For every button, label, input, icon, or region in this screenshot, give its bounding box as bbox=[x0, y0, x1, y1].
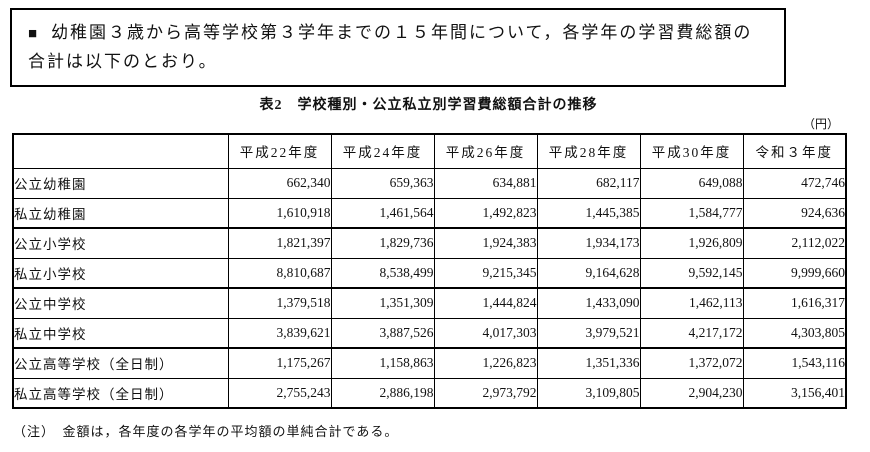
cell-value: 649,088 bbox=[639, 167, 744, 199]
cell-value: 1,924,383 bbox=[433, 227, 538, 259]
cell-value: 1,610,918 bbox=[227, 197, 332, 229]
table-row-public-elementary: 公立小学校 1,821,397 1,829,736 1,924,383 1,93… bbox=[12, 227, 847, 259]
cell-value: 4,303,805 bbox=[742, 317, 847, 349]
row-label: 公立幼稚園 bbox=[12, 167, 229, 199]
cell-value: 3,156,401 bbox=[742, 377, 847, 409]
cell-value: 4,217,172 bbox=[639, 317, 744, 349]
row-label: 公立中学校 bbox=[12, 287, 229, 319]
cell-value: 1,445,385 bbox=[536, 197, 641, 229]
cell-value: 3,109,805 bbox=[536, 377, 641, 409]
column-header-r3: 令和３年度 bbox=[742, 133, 847, 169]
cell-value: 1,351,309 bbox=[330, 287, 435, 319]
row-label: 私立小学校 bbox=[12, 257, 229, 289]
cell-value: 682,117 bbox=[536, 167, 641, 199]
cell-value: 1,543,116 bbox=[742, 347, 847, 379]
cell-value: 1,462,113 bbox=[639, 287, 744, 319]
table-header-row: 平成22年度 平成24年度 平成26年度 平成28年度 平成30年度 令和３年度 bbox=[12, 133, 847, 169]
table-row-public-kindergarten: 公立幼稚園 662,340 659,363 634,881 682,117 64… bbox=[12, 167, 847, 199]
cell-value: 924,636 bbox=[742, 197, 847, 229]
cell-value: 8,810,687 bbox=[227, 257, 332, 289]
cell-value: 3,887,526 bbox=[330, 317, 435, 349]
cell-value: 1,226,823 bbox=[433, 347, 538, 379]
column-header-h30: 平成30年度 bbox=[639, 133, 744, 169]
cell-value: 1,926,809 bbox=[639, 227, 744, 259]
cell-value: 9,999,660 bbox=[742, 257, 847, 289]
cell-value: 2,886,198 bbox=[330, 377, 435, 409]
row-label: 公立小学校 bbox=[12, 227, 229, 259]
cell-value: 1,379,518 bbox=[227, 287, 332, 319]
column-header-h26: 平成26年度 bbox=[433, 133, 538, 169]
cell-value: 1,175,267 bbox=[227, 347, 332, 379]
row-label: 私立高等学校（全日制） bbox=[12, 377, 229, 409]
cell-value: 1,821,397 bbox=[227, 227, 332, 259]
cell-value: 2,904,230 bbox=[639, 377, 744, 409]
notice-text: 幼稚園３歳から高等学校第３学年までの１５年間について，各学年の学習費総額の合計は… bbox=[28, 23, 753, 71]
table-row-private-elementary: 私立小学校 8,810,687 8,538,499 9,215,345 9,16… bbox=[12, 257, 847, 289]
row-label: 私立中学校 bbox=[12, 317, 229, 349]
cell-value: 2,112,022 bbox=[742, 227, 847, 259]
cell-value: 1,433,090 bbox=[536, 287, 641, 319]
cell-value: 1,492,823 bbox=[433, 197, 538, 229]
cost-table: 平成22年度 平成24年度 平成26年度 平成28年度 平成30年度 令和３年度… bbox=[12, 133, 847, 409]
cell-value: 3,979,521 bbox=[536, 317, 641, 349]
column-header-blank bbox=[12, 133, 229, 169]
bullet-square-icon: ■ bbox=[28, 26, 38, 42]
cell-value: 472,746 bbox=[742, 167, 847, 199]
unit-label: （円） bbox=[802, 117, 839, 131]
cell-value: 4,017,303 bbox=[433, 317, 538, 349]
footnote: （注） 金額は，各年度の各学年の平均額の単純合計である。 bbox=[13, 424, 399, 439]
table-row-private-juniorhigh: 私立中学校 3,839,621 3,887,526 4,017,303 3,97… bbox=[12, 317, 847, 349]
table-row-public-juniorhigh: 公立中学校 1,379,518 1,351,309 1,444,824 1,43… bbox=[12, 287, 847, 319]
cell-value: 9,164,628 bbox=[536, 257, 641, 289]
cell-value: 3,839,621 bbox=[227, 317, 332, 349]
cell-value: 1,829,736 bbox=[330, 227, 435, 259]
cell-value: 1,444,824 bbox=[433, 287, 538, 319]
row-label: 私立幼稚園 bbox=[12, 197, 229, 229]
cell-value: 8,538,499 bbox=[330, 257, 435, 289]
table-row-private-highschool: 私立高等学校（全日制） 2,755,243 2,886,198 2,973,79… bbox=[12, 377, 847, 409]
cell-value: 1,372,072 bbox=[639, 347, 744, 379]
cell-value: 1,351,336 bbox=[536, 347, 641, 379]
cell-value: 2,755,243 bbox=[227, 377, 332, 409]
cell-value: 1,616,317 bbox=[742, 287, 847, 319]
table-row-public-highschool: 公立高等学校（全日制） 1,175,267 1,158,863 1,226,82… bbox=[12, 347, 847, 379]
cell-value: 1,461,564 bbox=[330, 197, 435, 229]
cell-value: 1,934,173 bbox=[536, 227, 641, 259]
column-header-h22: 平成22年度 bbox=[227, 133, 332, 169]
notice-box: ■ 幼稚園３歳から高等学校第３学年までの１５年間について，各学年の学習費総額の合計… bbox=[10, 8, 786, 87]
cell-value: 662,340 bbox=[227, 167, 332, 199]
column-header-h28: 平成28年度 bbox=[536, 133, 641, 169]
cell-value: 1,584,777 bbox=[639, 197, 744, 229]
cell-value: 1,158,863 bbox=[330, 347, 435, 379]
cell-value: 2,973,792 bbox=[433, 377, 538, 409]
cell-value: 659,363 bbox=[330, 167, 435, 199]
table-title: 表2 学校種別・公立私立別学習費総額合計の推移 bbox=[259, 98, 598, 113]
cell-value: 9,592,145 bbox=[639, 257, 744, 289]
row-label: 公立高等学校（全日制） bbox=[12, 347, 229, 379]
cell-value: 634,881 bbox=[433, 167, 538, 199]
cell-value: 9,215,345 bbox=[433, 257, 538, 289]
table-row-private-kindergarten: 私立幼稚園 1,610,918 1,461,564 1,492,823 1,44… bbox=[12, 197, 847, 229]
column-header-h24: 平成24年度 bbox=[330, 133, 435, 169]
